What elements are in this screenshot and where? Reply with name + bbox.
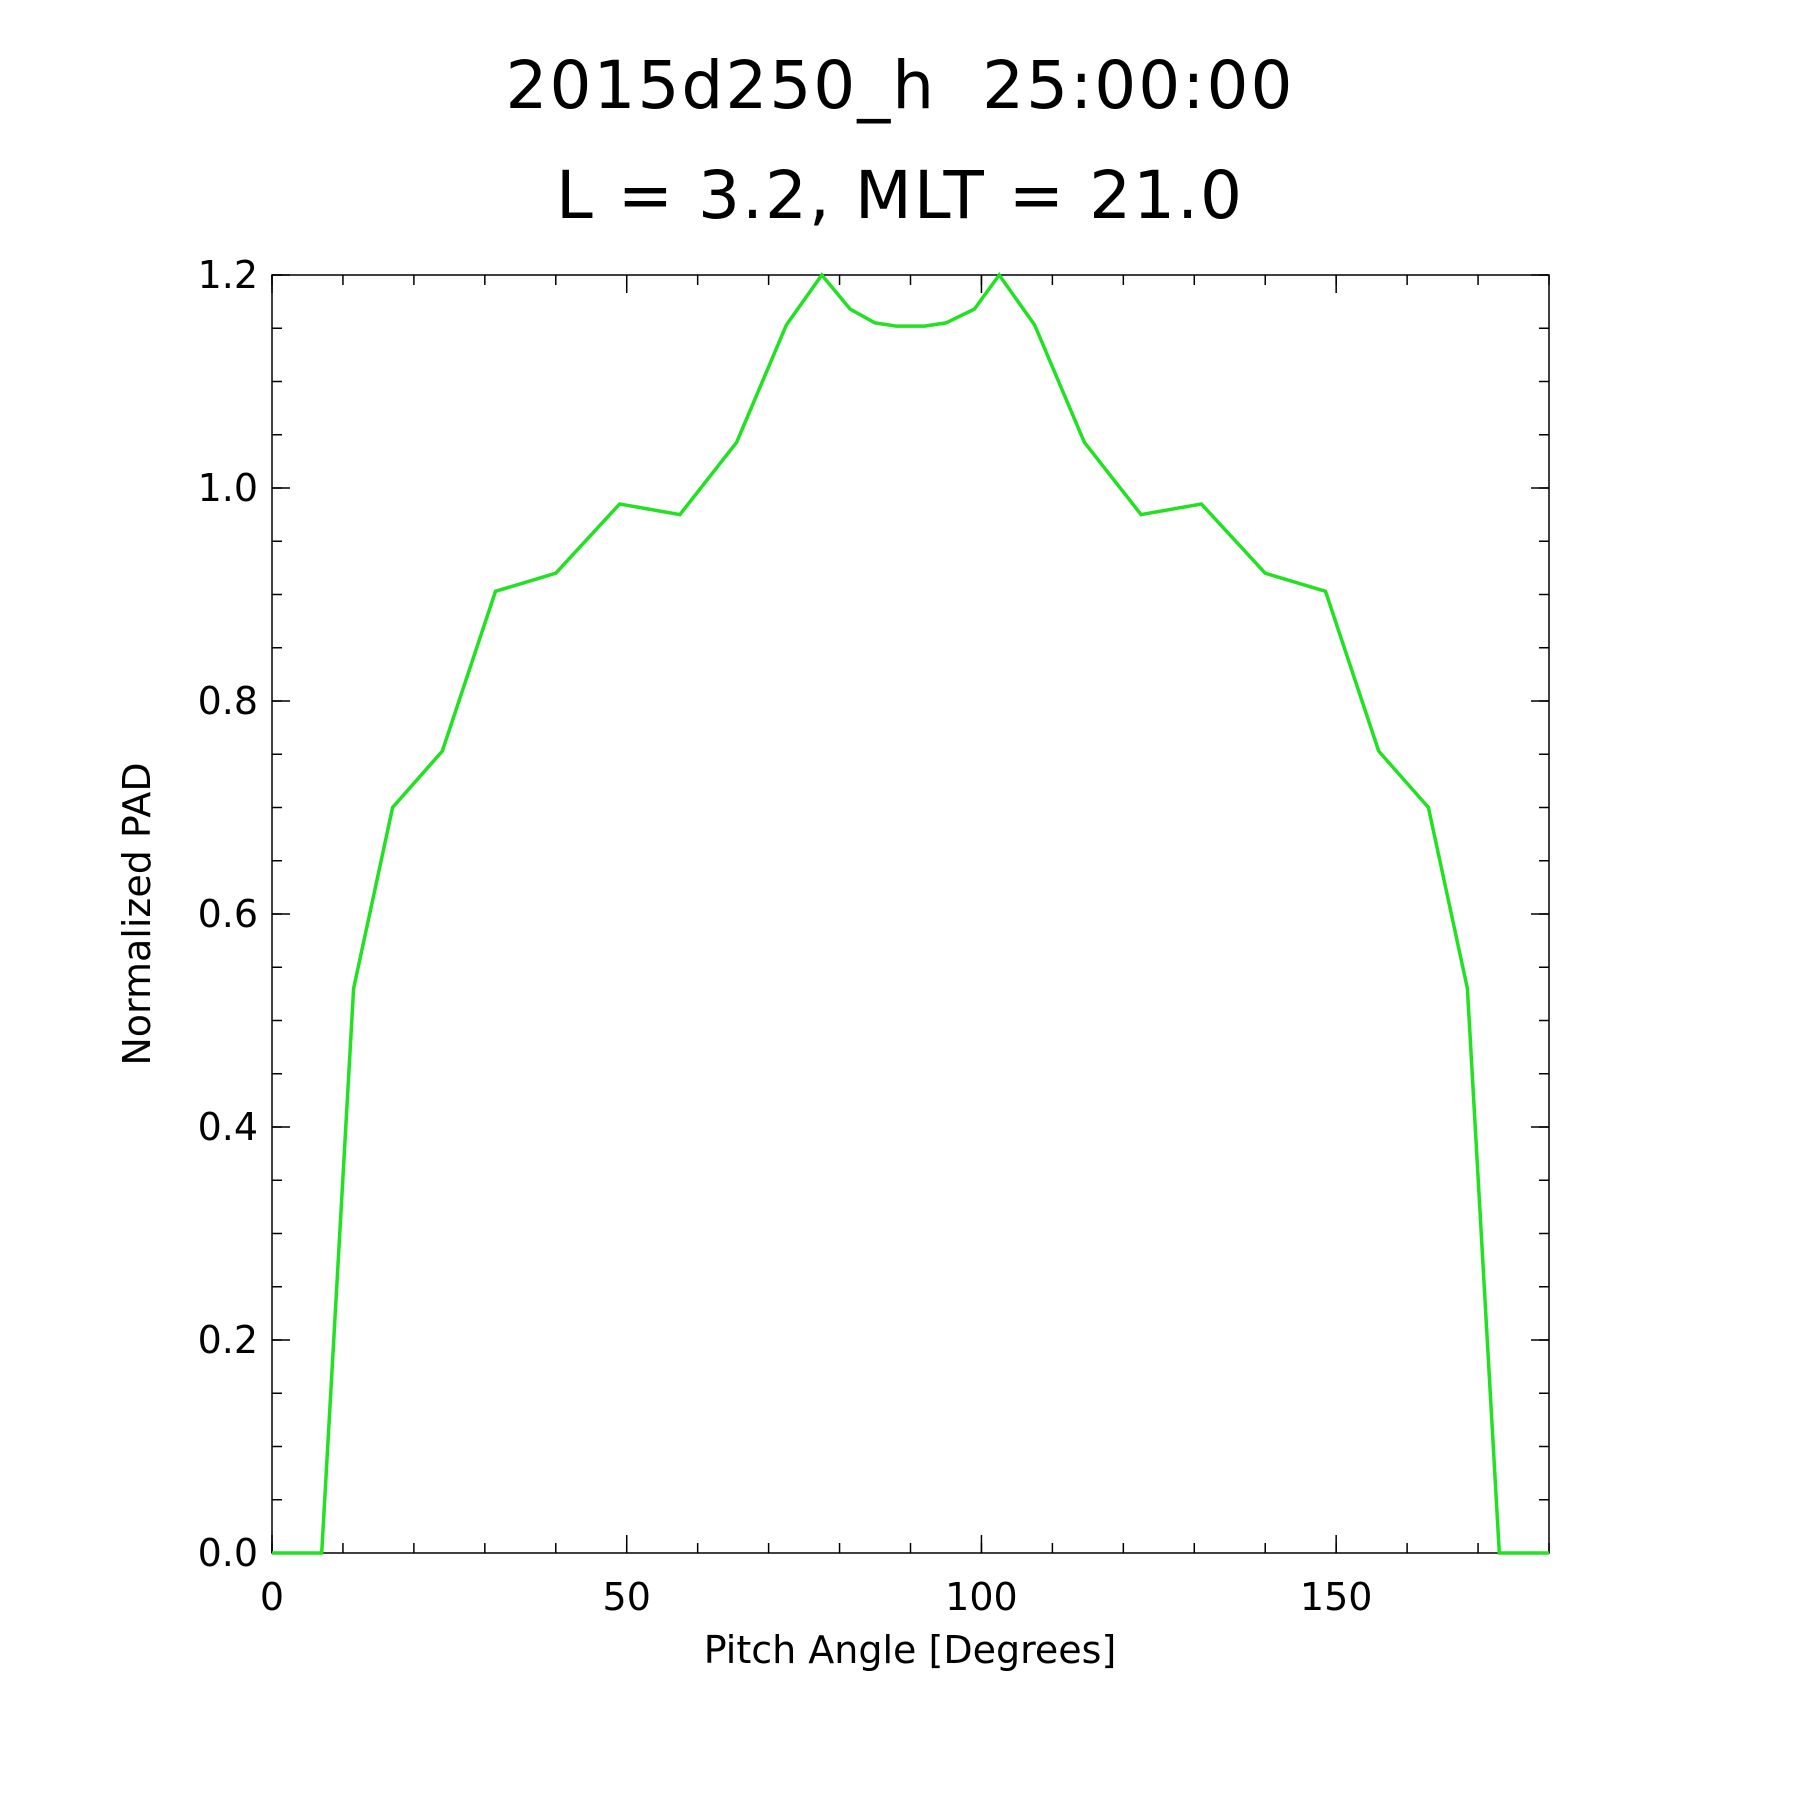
x-tick-label: 150 bbox=[1300, 1575, 1373, 1619]
y-tick-label: 0.4 bbox=[198, 1105, 258, 1149]
y-tick-label: 0.6 bbox=[198, 892, 258, 936]
major-ticks bbox=[271, 274, 1549, 1554]
y-tick-label: 0.2 bbox=[198, 1318, 258, 1362]
minor-ticks bbox=[271, 274, 1550, 1554]
series-line bbox=[272, 271, 1549, 1555]
y-tick-label: 1.0 bbox=[198, 466, 258, 510]
y-axis-label: Normalized PAD bbox=[115, 762, 159, 1065]
x-tick-labels: 0 50 100 150 bbox=[260, 1575, 1373, 1619]
plot-frame bbox=[271, 274, 1550, 1554]
x-tick-label: 0 bbox=[260, 1575, 284, 1619]
series-group bbox=[272, 271, 1549, 1555]
y-tick-label: 1.2 bbox=[198, 253, 258, 297]
y-tick-labels: 0.0 0.2 0.4 0.6 0.8 1.0 1.2 bbox=[198, 253, 258, 1575]
x-tick-label: 50 bbox=[603, 1575, 651, 1619]
chart-subtitle: L = 3.2, MLT = 21.0 bbox=[556, 157, 1244, 234]
y-tick-label: 0.8 bbox=[198, 679, 258, 723]
x-axis-label: Pitch Angle [Degrees] bbox=[704, 1628, 1117, 1672]
chart-title: 2015d250_h 25:00:00 bbox=[505, 47, 1294, 124]
y-tick-label: 0.0 bbox=[198, 1531, 258, 1575]
x-tick-label: 100 bbox=[945, 1575, 1018, 1619]
